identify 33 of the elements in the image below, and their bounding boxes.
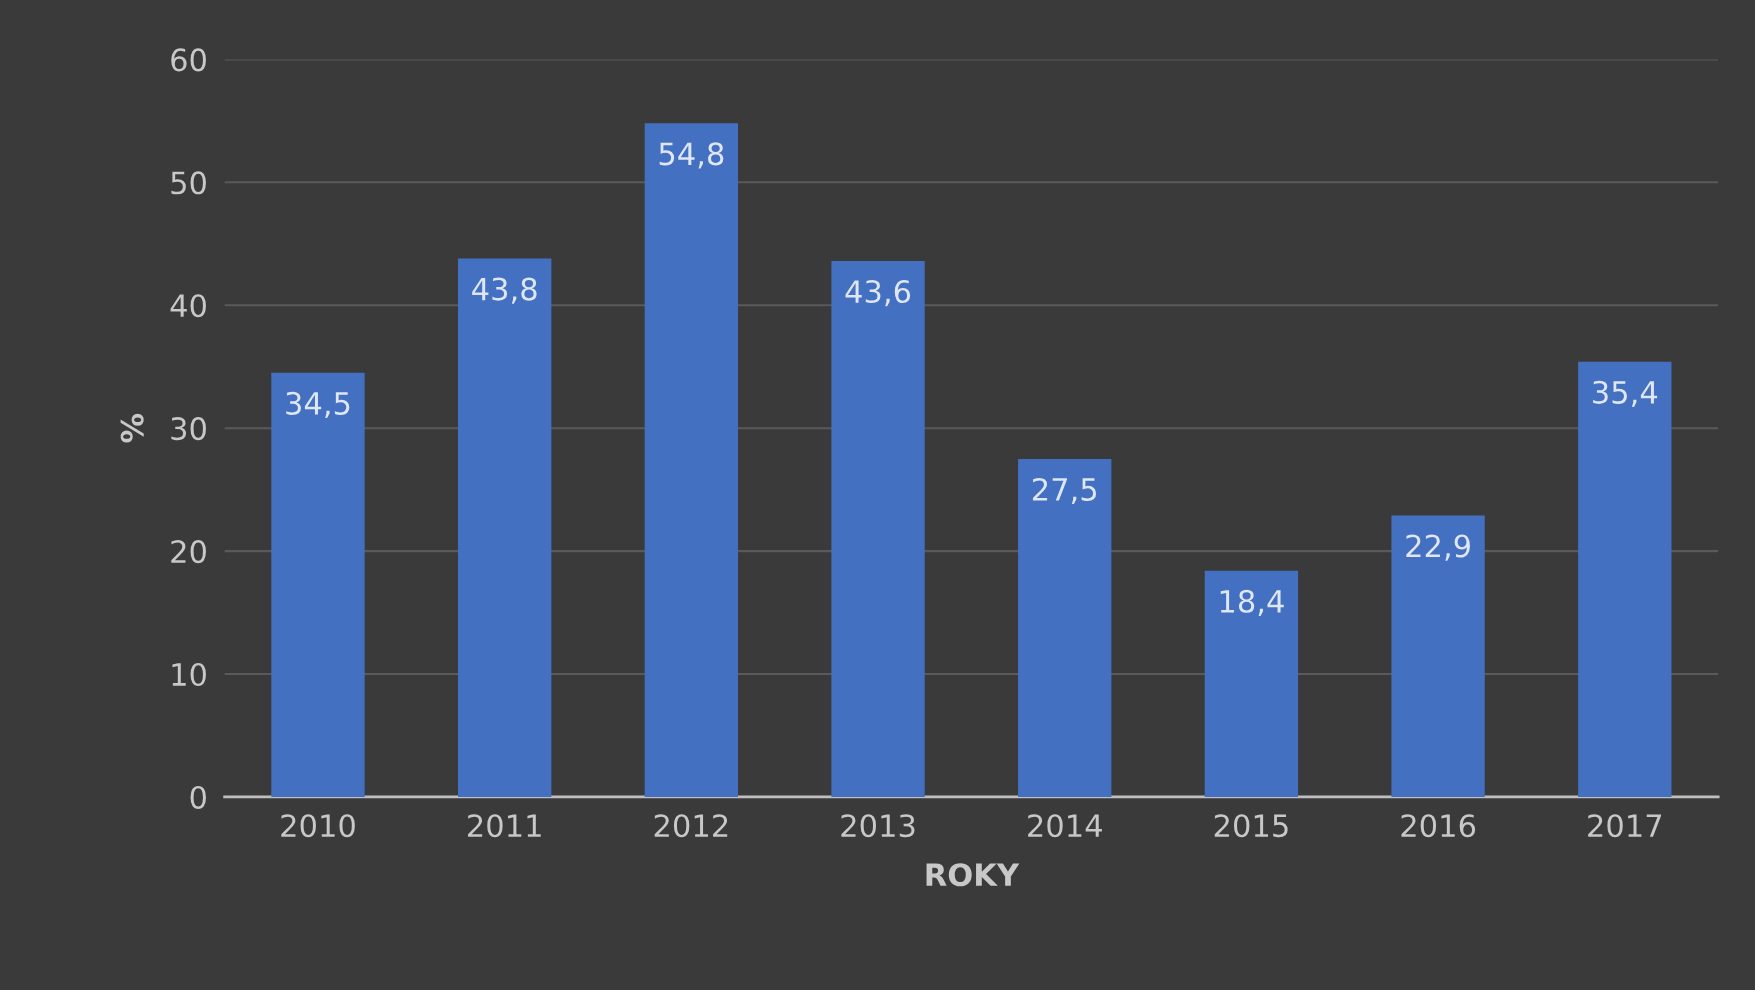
x-tick-label: 2015	[1214, 814, 1288, 838]
data-label: 43,6	[845, 279, 911, 307]
x-tick-label: 2013	[841, 814, 915, 838]
data-label: 22,9	[1406, 534, 1470, 561]
y-tick-label: 40	[170, 294, 206, 318]
bar	[458, 258, 552, 797]
y-tick-label: 30	[171, 417, 206, 441]
y-tick-label: 60	[171, 48, 206, 72]
x-axis-title: ROKY	[926, 863, 1020, 887]
data-label: 34,5	[286, 391, 350, 419]
x-tick-label: 2016	[1401, 814, 1476, 838]
bar	[1391, 515, 1485, 797]
y-tick-label: 50	[171, 171, 206, 195]
x-tick-label: 2014	[1028, 814, 1102, 838]
x-tick-label: 2010	[281, 814, 355, 838]
data-label: 27,5	[1032, 477, 1097, 505]
y-axis-title: %	[120, 413, 144, 443]
data-label: 43,8	[472, 277, 537, 304]
y-tick-label: 10	[172, 662, 206, 687]
x-tick-label: 2012	[654, 814, 728, 838]
data-label: 18,4	[1220, 589, 1284, 616]
bar	[831, 261, 925, 797]
bar	[1204, 570, 1299, 797]
bar	[1018, 458, 1112, 797]
bar	[644, 123, 739, 797]
bar	[271, 372, 365, 797]
x-tick-label: 2017	[1588, 814, 1662, 838]
x-tick-label: 2011	[468, 814, 541, 838]
data-label: 54,8	[659, 142, 724, 169]
bar	[1578, 361, 1672, 797]
data-label: 35,4	[1593, 380, 1658, 407]
y-tick-label: 0	[190, 785, 206, 809]
y-tick-label: 20	[171, 540, 206, 564]
